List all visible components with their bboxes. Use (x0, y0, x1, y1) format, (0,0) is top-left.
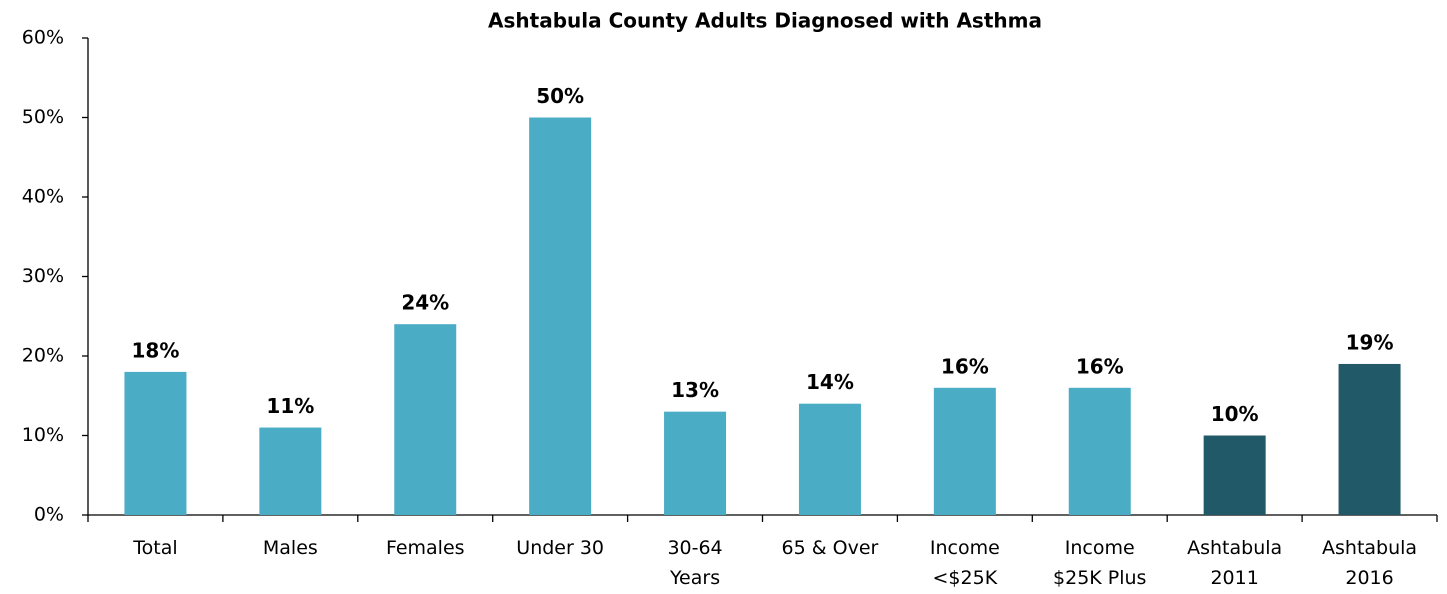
x-tick-label: Under 30 (516, 537, 604, 559)
value-label: 11% (266, 394, 314, 418)
value-label: 18% (132, 338, 180, 362)
chart-title: Ashtabula County Adults Diagnosed with A… (488, 9, 1042, 33)
value-label: 24% (401, 291, 449, 315)
bar (1068, 387, 1131, 515)
value-label: 19% (1346, 330, 1394, 354)
value-label: 50% (536, 84, 584, 108)
value-label: 14% (806, 370, 854, 394)
y-tick-label: 0% (34, 504, 64, 526)
y-tick-label: 40% (22, 186, 64, 208)
y-tick-label: 30% (22, 265, 64, 287)
x-tick-label: Income <$25K (930, 537, 1000, 589)
bar (1338, 363, 1401, 515)
bar (664, 411, 727, 515)
x-tick-label: 65 & Over (782, 537, 879, 559)
bar (124, 371, 187, 515)
bar (394, 324, 457, 515)
y-tick-label: 10% (22, 424, 64, 446)
x-tick-label: 30-64 Years (667, 537, 722, 589)
y-tick-label: 20% (22, 345, 64, 367)
value-label: 10% (1211, 402, 1259, 426)
x-tick-label: Total (132, 537, 177, 559)
y-tick-label: 50% (22, 106, 64, 128)
x-tick-label: Ashtabula 2016 (1322, 537, 1417, 589)
value-label: 16% (1076, 354, 1124, 378)
x-tick-label: Females (386, 537, 465, 559)
bar (259, 427, 322, 515)
value-label: 13% (671, 378, 719, 402)
bar (933, 387, 996, 515)
bar (798, 403, 861, 515)
y-tick-label: 60% (22, 27, 64, 49)
bar (1203, 435, 1266, 515)
x-tick-label: Males (263, 537, 318, 559)
value-label: 16% (941, 354, 989, 378)
bar (529, 117, 592, 515)
x-tick-label: Income $25K Plus (1053, 537, 1146, 589)
x-tick-label: Ashtabula 2011 (1187, 537, 1282, 589)
